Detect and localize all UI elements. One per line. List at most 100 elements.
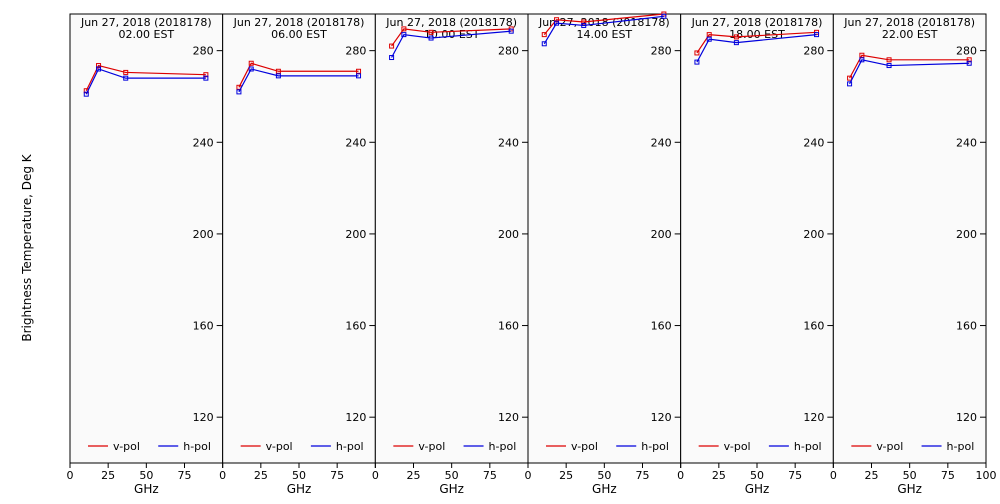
x-tick-label: 75 <box>330 469 344 482</box>
panel-frame <box>69 13 224 464</box>
y-tick-label: 200 <box>498 228 519 241</box>
panel-frame <box>680 13 834 464</box>
panel-title: Jun 27, 2018 (2018178) <box>691 16 823 29</box>
panel-2: Jun 27, 2018 (2018178)06.00 EST 120 160 200… <box>219 13 376 496</box>
data-point-v-pol <box>847 75 853 81</box>
data-point-v-pol <box>389 43 395 49</box>
data-point-h-pol <box>356 73 362 79</box>
panel-title: Jun 27, 2018 (2018178) <box>385 16 517 29</box>
data-point-h-pol <box>706 36 712 42</box>
legend-label: h-pol <box>336 440 364 453</box>
data-point-h-pol <box>541 41 547 47</box>
x-tick-label: 75 <box>788 469 802 482</box>
x-tick-label: 25 <box>865 469 879 482</box>
y-tick-label: 200 <box>345 228 366 241</box>
y-tick-label: 200 <box>193 228 214 241</box>
x-tick-label: 50 <box>292 469 306 482</box>
data-point-v-pol <box>706 32 712 38</box>
data-point-v-pol <box>694 50 700 56</box>
data-point-h-pol <box>428 35 434 41</box>
y-tick-label: 160 <box>498 320 519 333</box>
data-point-h-pol <box>203 75 209 81</box>
x-tick-label: 75 <box>178 469 192 482</box>
x-tick-label: 25 <box>254 469 268 482</box>
y-tick-label: 240 <box>193 136 214 149</box>
legend-label: h-pol <box>489 440 517 453</box>
data-point-v-pol <box>275 68 281 74</box>
data-point-v-pol <box>541 32 547 38</box>
panel-6: Jun 27, 2018 (2018178)22.00 EST 120 160 200… <box>830 13 997 496</box>
legend-label: v-pol <box>266 440 293 453</box>
series-line-v-pol <box>696 31 817 54</box>
y-tick-label: 280 <box>193 45 214 58</box>
x-tick-label: 0 <box>525 469 532 482</box>
panel-subtitle: 06.00 EST <box>271 28 327 41</box>
data-point-v-pol <box>248 60 254 66</box>
y-tick-label: 120 <box>803 411 824 424</box>
y-tick-label: 240 <box>498 136 519 149</box>
panel-5: Jun 27, 2018 (2018178)18.00 EST 120 160 200… <box>677 13 834 496</box>
data-point-h-pol <box>814 32 820 38</box>
y-tick-label: 120 <box>956 411 977 424</box>
panel-1: Jun 27, 2018 (2018178)02.00 EST 120 160 200… <box>67 13 224 496</box>
x-tick-label: 75 <box>636 469 650 482</box>
y-tick-label: 160 <box>803 320 824 333</box>
data-point-h-pol <box>847 81 853 87</box>
data-point-h-pol <box>401 32 407 38</box>
x-axis-label: GHz <box>134 482 159 496</box>
y-tick-label: 200 <box>651 228 672 241</box>
x-tick-label: 25 <box>101 469 115 482</box>
y-tick-label: 120 <box>498 411 519 424</box>
data-point-h-pol <box>661 13 667 19</box>
series-line-h-pol <box>543 15 664 45</box>
data-point-v-pol <box>401 26 407 32</box>
x-tick-label: 50 <box>750 469 764 482</box>
y-tick-label: 160 <box>956 320 977 333</box>
data-point-v-pol <box>123 69 129 75</box>
data-point-h-pol <box>83 91 89 97</box>
x-axis-label: GHz <box>592 482 617 496</box>
y-tick-label: 160 <box>651 320 672 333</box>
x-tick-label: 50 <box>597 469 611 482</box>
y-tick-label: 240 <box>956 136 977 149</box>
x-tick-label: 75 <box>483 469 497 482</box>
data-point-h-pol <box>236 89 242 95</box>
data-point-v-pol <box>886 57 892 63</box>
panel-subtitle: 02.00 EST <box>119 28 175 41</box>
series-line-h-pol <box>849 59 970 85</box>
data-point-h-pol <box>733 40 739 46</box>
y-tick-label: 200 <box>956 228 977 241</box>
y-tick-label: 160 <box>193 320 214 333</box>
data-point-h-pol <box>581 22 587 28</box>
x-tick-label: 25 <box>559 469 573 482</box>
data-point-h-pol <box>508 28 514 34</box>
panel-frame <box>222 13 376 464</box>
x-tick-label: 0 <box>219 469 226 482</box>
panel-subtitle: 18.00 EST <box>729 28 785 41</box>
legend-label: h-pol <box>641 440 669 453</box>
panel-title: Jun 27, 2018 (2018178) <box>80 16 212 29</box>
x-tick-label: 50 <box>903 469 917 482</box>
series-line-h-pol <box>238 68 359 93</box>
data-point-h-pol <box>275 73 281 79</box>
data-point-v-pol <box>203 72 209 78</box>
data-point-h-pol <box>886 63 892 69</box>
data-point-h-pol <box>248 66 254 72</box>
data-point-h-pol <box>123 75 129 81</box>
legend-label: v-pol <box>113 440 140 453</box>
x-tick-label: 0 <box>830 469 837 482</box>
data-point-v-pol <box>733 34 739 40</box>
panel-frame <box>374 13 529 464</box>
x-tick-label: 100 <box>976 469 997 482</box>
x-tick-label: 75 <box>941 469 955 482</box>
y-tick-label: 200 <box>803 228 824 241</box>
series-line-v-pol <box>238 62 359 88</box>
y-tick-label: 120 <box>651 411 672 424</box>
legend-label: v-pol <box>724 440 751 453</box>
y-tick-label: 240 <box>803 136 824 149</box>
data-point-v-pol <box>96 63 102 69</box>
x-tick-label: 0 <box>67 469 74 482</box>
panel-subtitle: 14.00 EST <box>577 28 633 41</box>
legend-label: h-pol <box>183 440 211 453</box>
series-line-h-pol <box>391 30 512 58</box>
